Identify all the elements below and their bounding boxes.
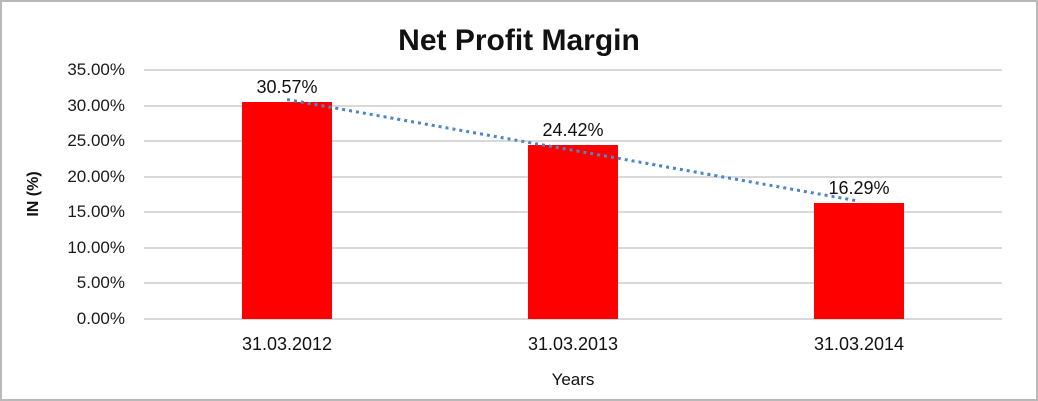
x-axis-tick-label: 31.03.2014 xyxy=(813,334,905,354)
x-axis-tick-label: 31.03.2013 xyxy=(527,334,619,354)
gridline xyxy=(144,140,1002,143)
y-axis-tick-label: 10.00% xyxy=(67,237,125,257)
data-label: 16.29% xyxy=(828,178,890,199)
y-axis-title: IN (%) xyxy=(25,171,42,217)
gridline xyxy=(144,104,1002,107)
y-axis-tick-label: 0.00% xyxy=(76,309,125,328)
bar-31.03.2012 xyxy=(242,101,332,319)
y-axis-tick-label: 5.00% xyxy=(76,273,125,293)
data-label: 30.57% xyxy=(256,76,318,97)
bar-31.03.2013 xyxy=(528,145,618,319)
gridline xyxy=(144,69,1002,71)
y-axis-tick-label: 30.00% xyxy=(67,95,125,115)
data-label: 24.42% xyxy=(542,120,604,141)
gridline xyxy=(144,318,1002,320)
x-axis-title: Years xyxy=(551,370,595,389)
y-axis-tick-label: 20.00% xyxy=(67,166,125,186)
chart-title: Net Profit Margin xyxy=(398,24,640,57)
x-axis-tick-label: 31.03.2012 xyxy=(241,334,333,354)
plot-area xyxy=(144,69,1002,320)
y-axis-tick-label: 25.00% xyxy=(67,131,125,151)
y-axis-tick-label: 35.00% xyxy=(67,60,125,79)
bar-31.03.2014 xyxy=(814,203,904,319)
y-axis-tick-label: 15.00% xyxy=(67,202,125,222)
